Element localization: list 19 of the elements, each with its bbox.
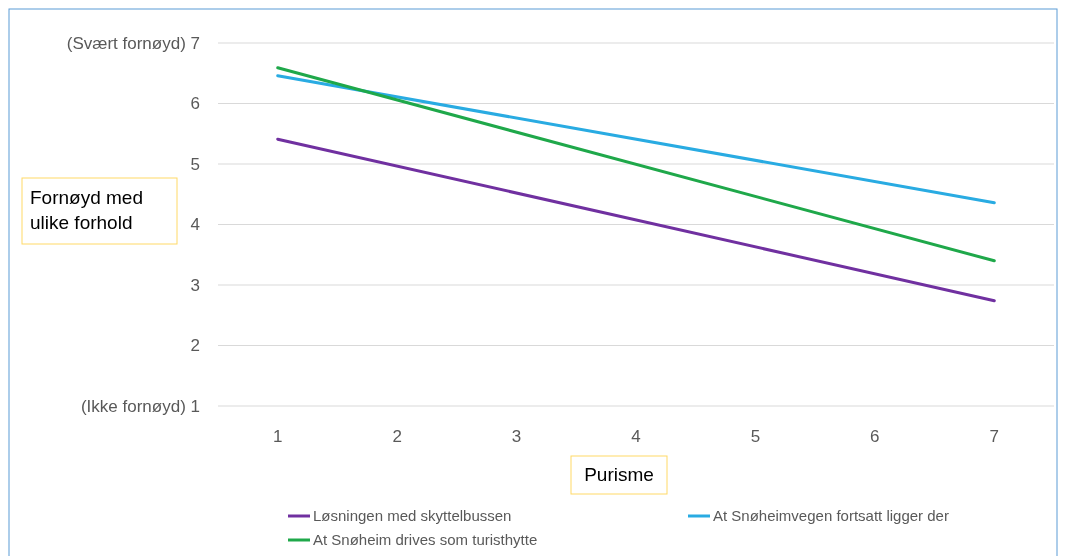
x-tick-label: 7 bbox=[989, 427, 1000, 446]
x-tick-label: 6 bbox=[870, 427, 880, 446]
x-tick-label: 4 bbox=[631, 427, 641, 446]
x-tick-label: 5 bbox=[750, 427, 761, 446]
x-tick-label: 1 bbox=[272, 427, 283, 446]
legend-label: At Snøheim drives som turisthytte bbox=[313, 531, 538, 549]
legend-label: At Snøheimvegen fortsatt ligger der bbox=[713, 507, 949, 525]
y-tick-label: 3 bbox=[190, 275, 200, 295]
legend-label: Løsningen med skyttelbussen bbox=[313, 507, 512, 525]
y-tick-label: 6 bbox=[190, 94, 200, 114]
x-tick-label: 3 bbox=[511, 427, 522, 446]
y-axis-title: Fornøyd med ulike forhold bbox=[30, 187, 143, 233]
y-tick-label: (Ikke fornøyd) 1 bbox=[80, 396, 200, 416]
y-tick-label: 4 bbox=[190, 215, 200, 235]
y-tick-label: 2 bbox=[190, 336, 200, 356]
x-tick-label: 2 bbox=[392, 427, 402, 446]
x-axis-title: Purisme bbox=[584, 464, 654, 485]
y-tick-label: (Svært fornøyd) 7 bbox=[66, 33, 200, 53]
y-tick-label: 5 bbox=[190, 154, 200, 174]
